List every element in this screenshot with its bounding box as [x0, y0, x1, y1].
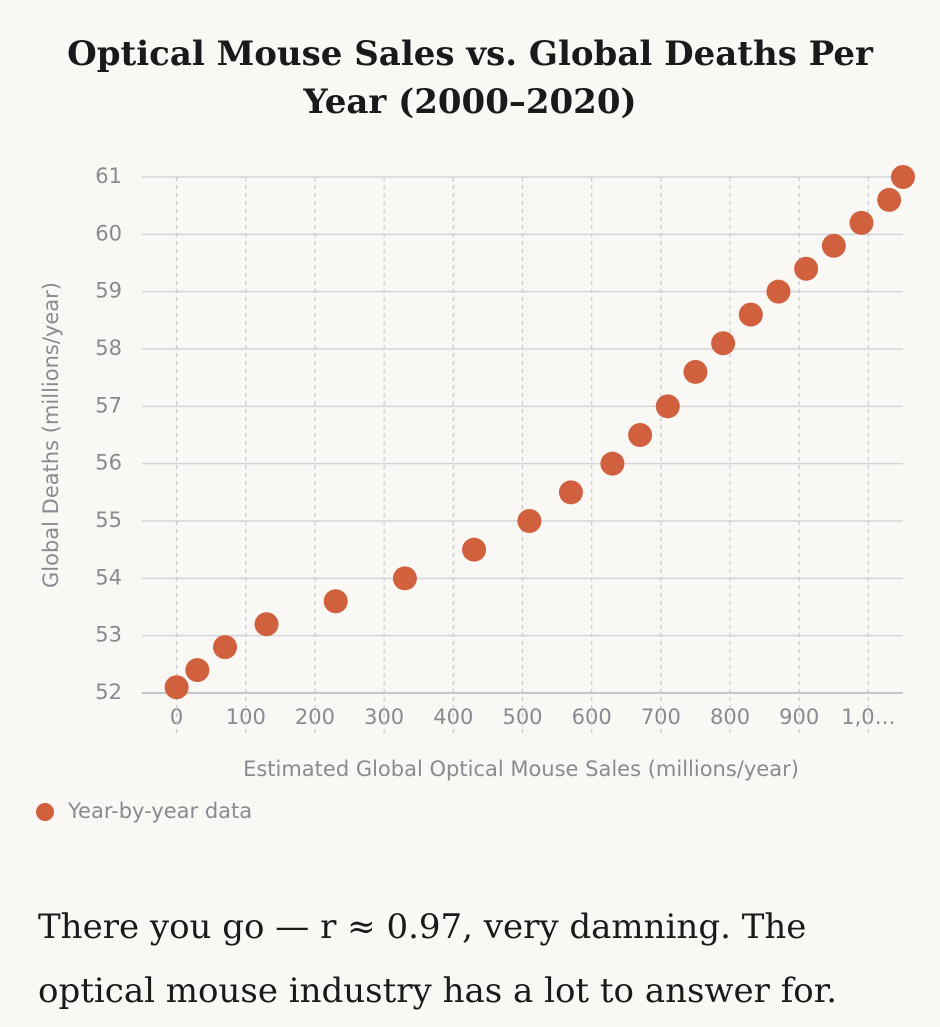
- y-tick-label: 60: [95, 221, 122, 245]
- legend-label: Year-by-year data: [67, 799, 252, 823]
- point: [738, 302, 763, 327]
- point: [628, 423, 653, 447]
- point: [821, 233, 846, 258]
- point: [877, 187, 902, 212]
- legend-marker: [36, 803, 54, 821]
- point: [558, 480, 583, 505]
- point: [766, 279, 791, 304]
- point: [185, 658, 210, 683]
- point: [655, 394, 680, 419]
- chart-title: Optical Mouse Sales vs. Global Deaths Pe…: [67, 34, 873, 122]
- y-tick-label: 56: [95, 451, 122, 475]
- point: [517, 509, 542, 533]
- point: [254, 612, 279, 637]
- point: [891, 165, 915, 189]
- point: [213, 635, 238, 660]
- point: [794, 256, 819, 281]
- message: There you go — r ≈ 0.97, very damning. T…: [38, 907, 838, 1011]
- y-tick-label: 52: [95, 680, 122, 704]
- chart: Global Deaths (millions/year) Estimated …: [36, 164, 915, 823]
- point: [164, 675, 189, 700]
- point: [711, 331, 736, 356]
- y-tick-label: 59: [95, 279, 122, 303]
- y-tick-label: 61: [95, 164, 122, 188]
- y-tick-label: 57: [95, 393, 122, 417]
- y-tick-label: 58: [95, 336, 122, 360]
- point: [849, 210, 874, 235]
- x-axis-title: Estimated Global Optical Mouse Sales (mi…: [243, 757, 799, 781]
- point: [392, 566, 417, 591]
- y-tick-label: 55: [95, 508, 122, 532]
- point: [683, 359, 708, 384]
- point: [323, 589, 348, 614]
- point: [462, 537, 487, 562]
- y-tick-label: 54: [95, 565, 122, 589]
- y-axis-title: Global Deaths (millions/year): [39, 282, 63, 588]
- point: [600, 451, 625, 476]
- y-tick-label: 53: [95, 623, 122, 647]
